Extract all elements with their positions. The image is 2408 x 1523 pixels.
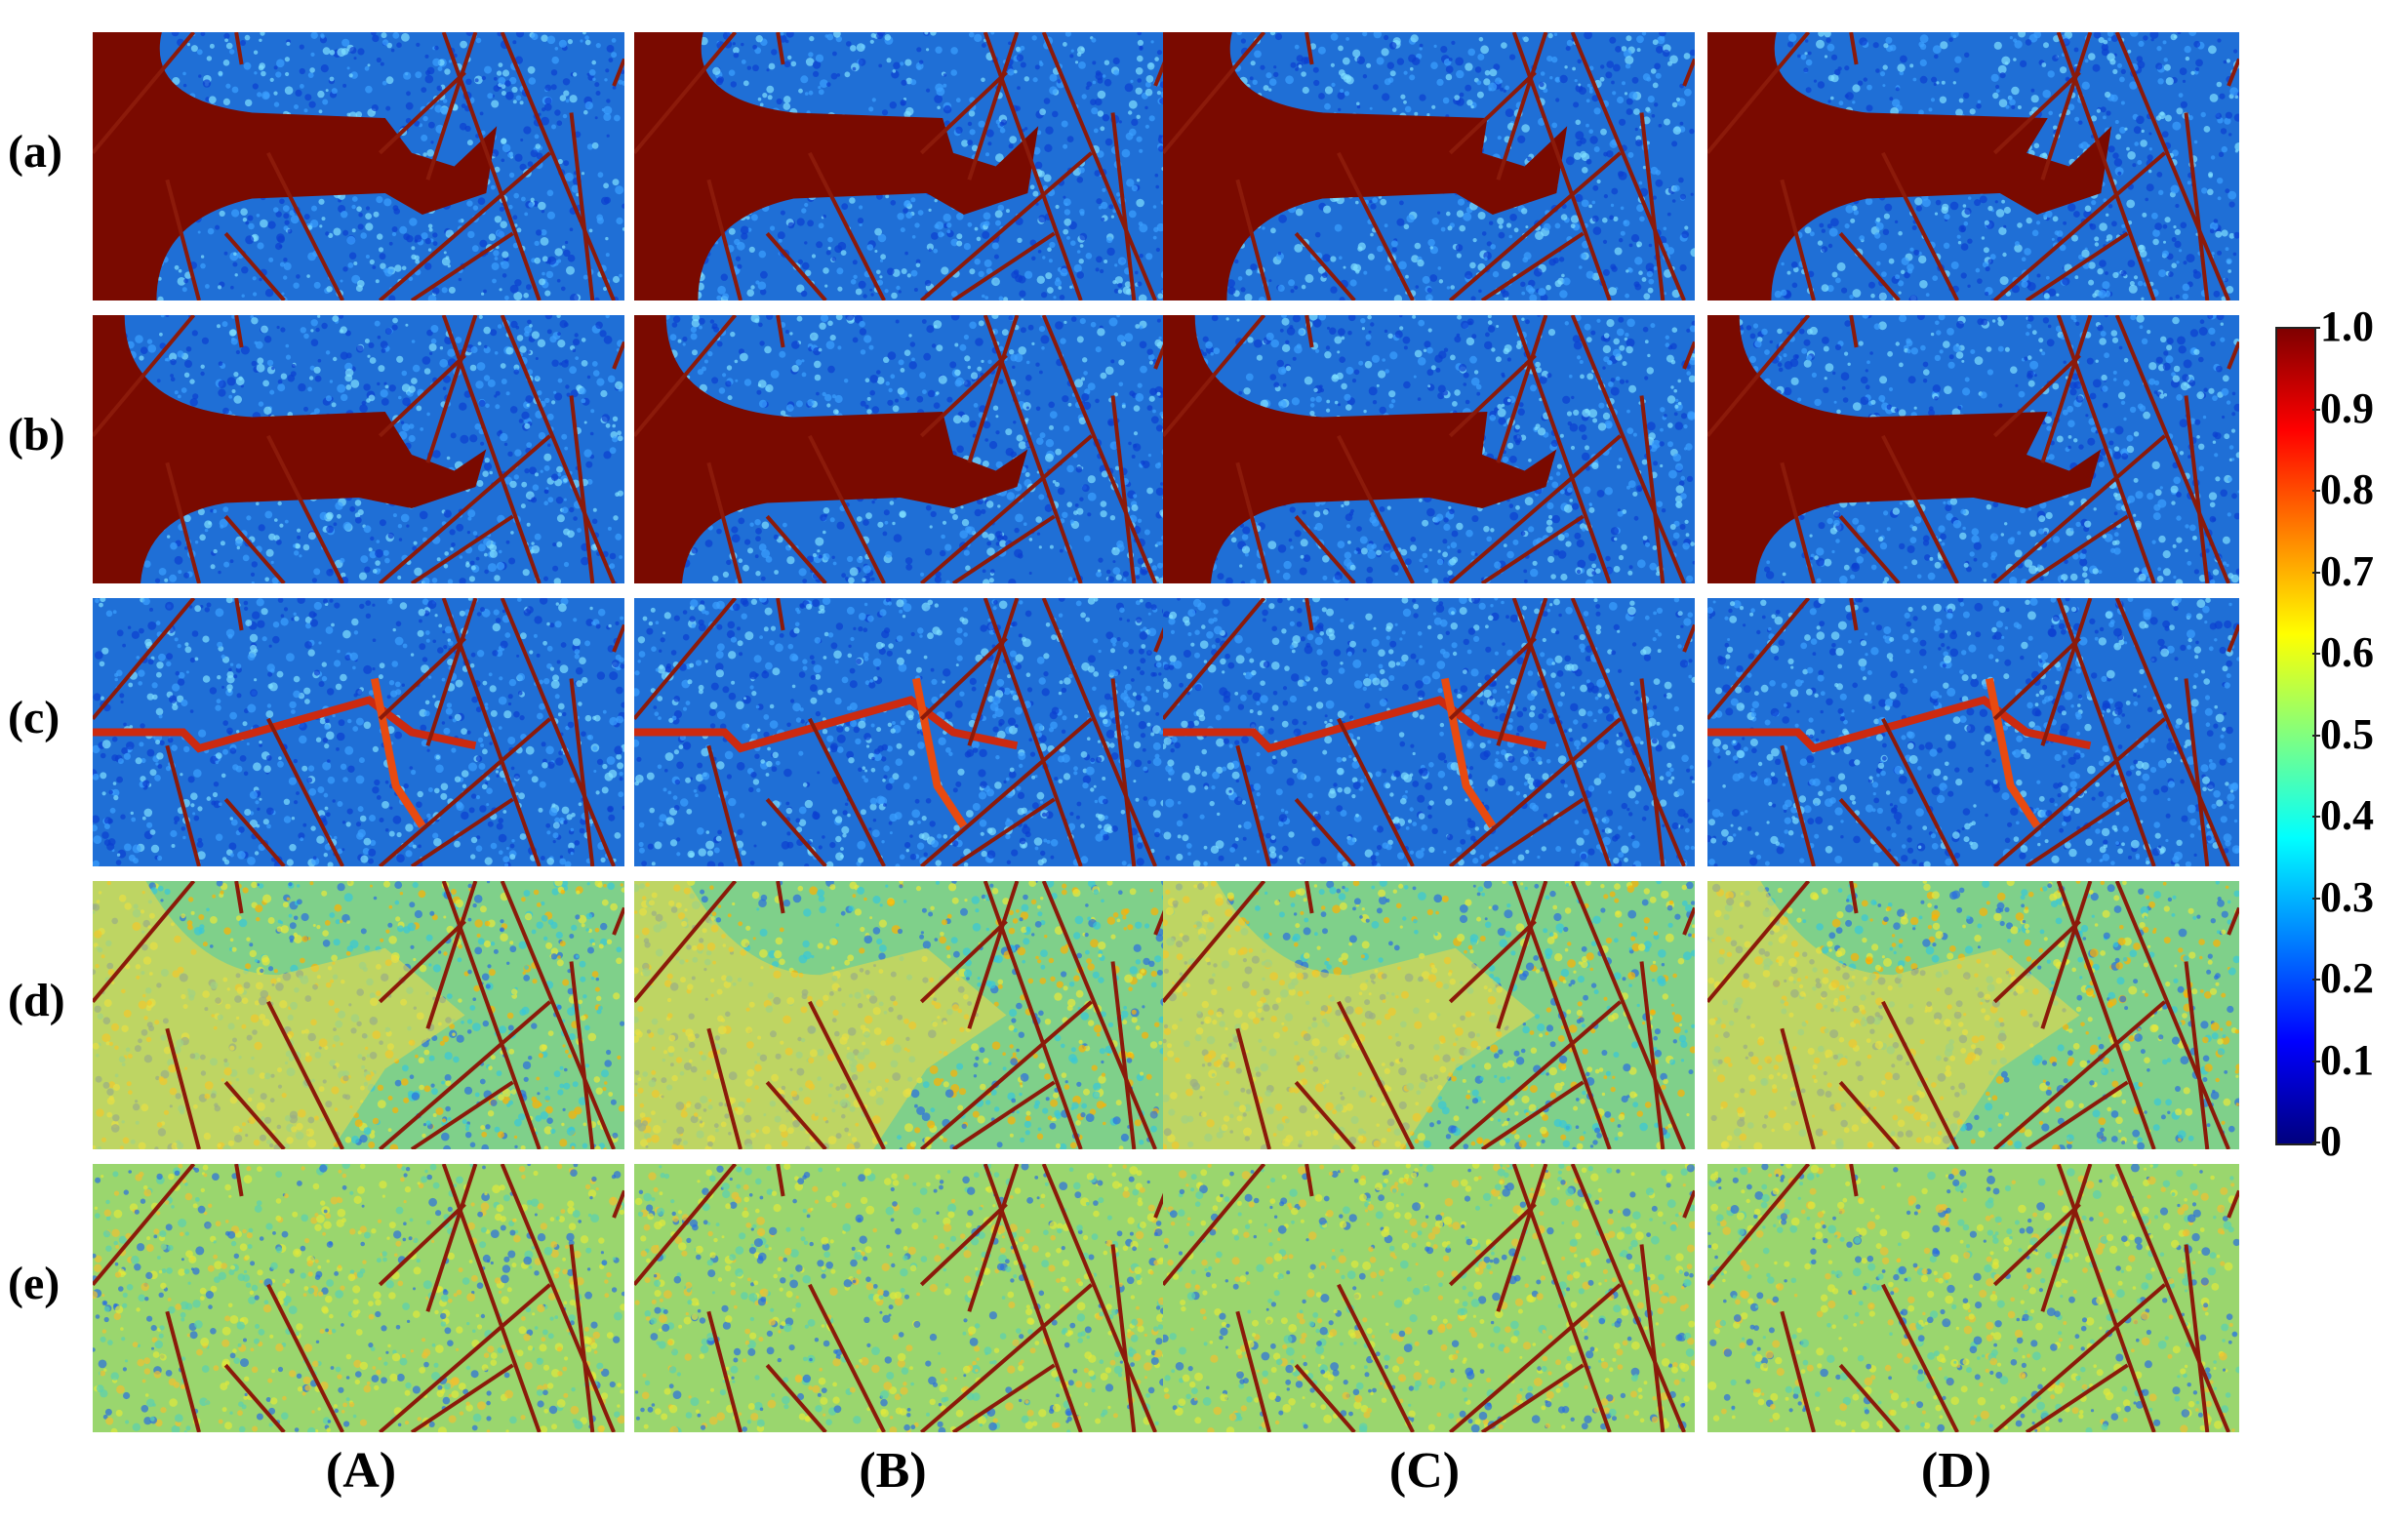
col-label-D: (D)	[1920, 1443, 1992, 1499]
colorbar-tick-mark	[2312, 816, 2320, 818]
colorbar-tick-mark	[2312, 979, 2320, 981]
panel-c-C	[1163, 598, 1695, 866]
panel-e-A	[93, 1164, 624, 1432]
colorbar-tick-label: 1.0	[2320, 302, 2374, 350]
panel-a-C	[1163, 32, 1695, 301]
colorbar-tick-label: 0.6	[2320, 628, 2374, 676]
panel-c-D	[1707, 598, 2239, 866]
colorbar-tick-mark	[2312, 327, 2320, 329]
row-label-d: (d)	[8, 975, 65, 1026]
colorbar-tick-mark	[2312, 408, 2320, 411]
row-label-c: (c)	[8, 692, 60, 743]
colorbar-tick-mark	[2312, 653, 2320, 655]
row-label-e: (e)	[8, 1258, 60, 1309]
colorbar-tick-mark	[2312, 1142, 2320, 1143]
row-label-a: (a)	[8, 126, 62, 178]
panel-e-B	[634, 1164, 1166, 1432]
colorbar-tick-mark	[2312, 734, 2320, 737]
panel-e-C	[1163, 1164, 1695, 1432]
col-label-C: (C)	[1388, 1443, 1461, 1499]
panel-b-A	[93, 315, 624, 583]
colorbar-tick-label: 0.7	[2320, 546, 2374, 595]
panel-b-D	[1707, 315, 2239, 583]
panel-e-D	[1707, 1164, 2239, 1432]
row-label-b: (b)	[8, 409, 65, 461]
colorbar	[2275, 327, 2316, 1145]
panel-b-C	[1163, 315, 1695, 583]
colorbar-tick-mark	[2312, 571, 2320, 574]
colorbar-tick-mark	[2312, 1060, 2320, 1062]
panel-c-A	[93, 598, 624, 866]
colorbar-tick-label: 0.5	[2320, 709, 2374, 758]
panel-d-A	[93, 881, 624, 1149]
panel-a-B	[634, 32, 1166, 301]
panel-c-B	[634, 598, 1166, 866]
colorbar-tick-mark	[2312, 897, 2320, 900]
colorbar-tick-mark	[2312, 490, 2320, 492]
colorbar-tick-label: 0.8	[2320, 465, 2374, 513]
panel-d-D	[1707, 881, 2239, 1149]
colorbar-tick-label: 0	[2320, 1117, 2342, 1165]
col-label-B: (B)	[859, 1443, 927, 1499]
panel-b-B	[634, 315, 1166, 583]
colorbar-tick-label: 0.2	[2320, 954, 2374, 1002]
panel-d-B	[634, 881, 1166, 1149]
col-label-A: (A)	[325, 1443, 397, 1499]
panel-a-A	[93, 32, 624, 301]
panel-a-D	[1707, 32, 2239, 301]
colorbar-tick-label: 0.1	[2320, 1035, 2374, 1084]
colorbar-tick-label: 0.4	[2320, 791, 2374, 839]
panel-d-C	[1163, 881, 1695, 1149]
colorbar-tick-label: 0.3	[2320, 872, 2374, 921]
colorbar-tick-label: 0.9	[2320, 383, 2374, 432]
